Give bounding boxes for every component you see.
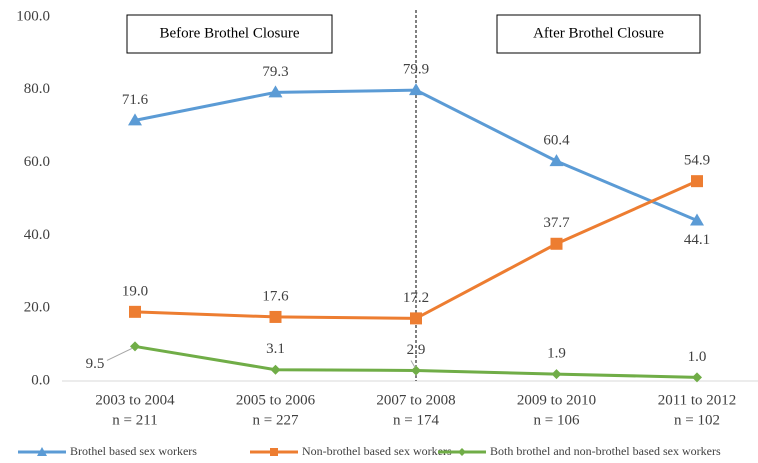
leader-line — [410, 360, 416, 368]
data-label: 3.1 — [266, 341, 285, 357]
marker — [130, 341, 140, 352]
marker — [551, 369, 562, 380]
data-label: 79.9 — [403, 62, 429, 78]
marker — [692, 372, 702, 383]
x-tick-sublabel: n = 106 — [534, 412, 580, 428]
marker — [268, 85, 283, 98]
legend-label: Non-brothel based sex workers — [302, 444, 452, 458]
y-tick-label: 0.0 — [31, 372, 50, 388]
y-tick-label: 80.0 — [24, 81, 50, 97]
annotation: After Brothel Closure — [533, 25, 664, 41]
marker — [128, 113, 142, 126]
data-label: 2.9 — [407, 342, 426, 358]
marker — [410, 312, 422, 325]
data-label: 19.0 — [122, 283, 148, 299]
data-label: 54.9 — [684, 153, 710, 169]
legend-marker — [37, 447, 47, 456]
leader-line — [106, 347, 133, 361]
y-tick-label: 100.0 — [16, 8, 50, 24]
data-label: 17.2 — [403, 290, 429, 306]
legend-label: Both brothel and non-brothel based sex w… — [490, 444, 721, 458]
x-tick-sublabel: n = 102 — [674, 412, 720, 428]
x-tick-label: 2003 to 2004 — [95, 392, 175, 408]
y-tick-label: 60.0 — [24, 154, 50, 170]
data-label: 1.0 — [688, 349, 707, 365]
marker — [691, 175, 703, 188]
y-tick-label: 40.0 — [24, 227, 50, 243]
marker — [270, 364, 281, 375]
marker — [690, 213, 704, 226]
marker — [411, 365, 421, 376]
data-label: 1.9 — [547, 346, 566, 362]
marker — [129, 305, 141, 318]
annotation-box — [496, 14, 701, 54]
x-tick-label: 2011 to 2012 — [658, 392, 737, 408]
marker — [550, 237, 563, 250]
x-tick-label: 2009 to 2010 — [517, 392, 596, 408]
x-tick-label: 2007 to 2008 — [376, 392, 455, 408]
x-tick-sublabel: n = 174 — [393, 412, 439, 428]
annotation: Before Brothel Closure — [160, 25, 300, 41]
x-tick-sublabel: n = 211 — [112, 412, 157, 428]
y-tick-label: 20.0 — [24, 300, 50, 316]
marker — [409, 83, 423, 96]
data-label: 60.4 — [543, 133, 570, 149]
data-label: 71.6 — [122, 92, 149, 108]
data-label: 9.5 — [86, 356, 105, 372]
annotation-box — [126, 14, 333, 54]
legend-label: Brothel based sex workers — [70, 444, 197, 458]
x-tick-label: 2005 to 2006 — [236, 392, 316, 408]
data-label: 17.6 — [262, 288, 289, 304]
data-label: 44.1 — [684, 232, 710, 248]
marker — [549, 154, 564, 167]
marker — [269, 310, 282, 323]
data-label: 37.7 — [543, 215, 570, 231]
x-tick-sublabel: n = 227 — [253, 412, 299, 428]
legend-marker — [270, 448, 278, 456]
legend-marker — [458, 448, 466, 456]
data-label: 79.3 — [262, 64, 288, 80]
